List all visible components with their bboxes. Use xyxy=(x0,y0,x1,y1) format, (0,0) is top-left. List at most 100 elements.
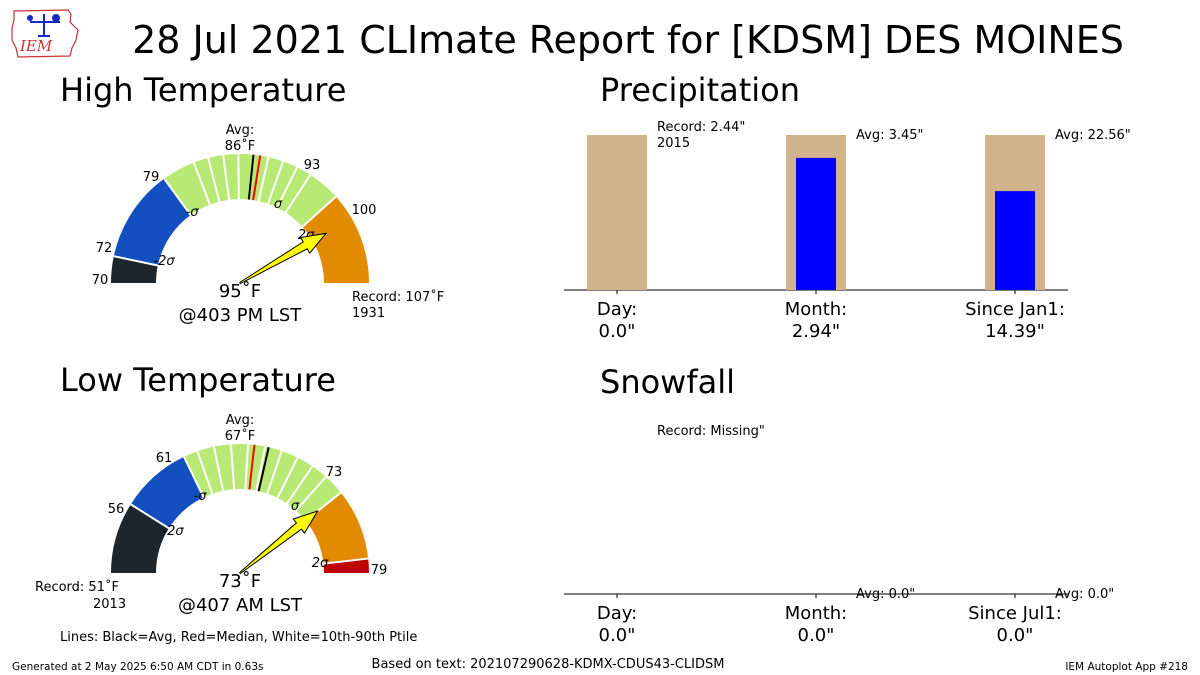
source-text: Based on text: 202107290628-KDMX-CDUS43-… xyxy=(372,657,725,672)
category-label: Month: xyxy=(785,603,847,624)
sigma-separator xyxy=(130,503,170,530)
category-label: Day: xyxy=(597,603,637,624)
high-temp-avg-value: 86˚F xyxy=(225,138,256,154)
category-label: Since Jul1: xyxy=(968,603,1062,624)
value-label: 0.0" xyxy=(599,321,636,342)
gauge-sigma-label: σ xyxy=(274,197,283,212)
high-temp-avg-label: Avg: xyxy=(226,123,254,138)
gauge-band-1 xyxy=(113,178,191,266)
gauge-tick-label: 79 xyxy=(371,563,388,578)
precip-month-annotation: Avg: 3.45" xyxy=(856,128,924,143)
snow-month-annotation: Avg: 0.0" xyxy=(856,587,915,602)
percentile-line xyxy=(192,162,211,205)
iem-logo-text: IEM xyxy=(19,37,53,55)
gauge-band-0 xyxy=(111,504,169,573)
gauge-band-2 xyxy=(184,444,341,521)
median-line xyxy=(248,444,256,490)
sigma-separator xyxy=(301,195,337,228)
snow-season-annotation: Avg: 0.0" xyxy=(1055,587,1114,602)
gauge-tick-label: 93 xyxy=(304,158,321,173)
app-label: IEM Autoplot App #218 xyxy=(1065,661,1188,673)
gauge-tick-label: 72 xyxy=(96,241,113,256)
generated-note: Generated at 2 May 2025 6:50 AM CDT in 0… xyxy=(12,661,263,673)
percentile-line xyxy=(295,476,327,512)
gauge-tick-label: 73 xyxy=(326,465,343,480)
gauge-sigma-label: 2σ xyxy=(312,556,329,571)
snow-day-annotation: Record: Missing" xyxy=(657,424,765,439)
percentile-line xyxy=(267,161,285,205)
category-label: Month: xyxy=(785,299,847,320)
reference-bar xyxy=(587,135,647,290)
high-temp-record: Record: 107˚F xyxy=(352,289,444,305)
low-temp-record-year: 2013 xyxy=(93,597,126,612)
avg-line xyxy=(247,154,255,200)
percentile-line xyxy=(237,153,240,200)
percentile-line xyxy=(229,444,236,490)
gauge-band-3 xyxy=(302,196,369,283)
precip-day-annotation: Record: 2.44" xyxy=(657,120,745,135)
sigma-separator xyxy=(183,456,205,498)
low-temp-record: Record: 51˚F xyxy=(35,579,119,595)
value-label: 14.39" xyxy=(985,321,1045,342)
precip-title: Precipitation xyxy=(600,71,800,109)
snow-bar-chart: Day:0.0"Month:0.0"Since Jul1:0.0"Record:… xyxy=(564,424,1114,646)
sigma-separator xyxy=(113,255,159,267)
low-temp-gauge: 56 61 73 79 -2σ -σ σ 2σ xyxy=(108,444,388,578)
gauge-tick-label: 100 xyxy=(352,203,377,218)
page-title: 28 Jul 2021 CLImate Report for [KDSM] DE… xyxy=(132,18,1124,62)
percentile-line xyxy=(196,450,214,495)
gauge-band-4 xyxy=(323,558,369,573)
low-temp-avg-label: Avg: xyxy=(226,413,254,428)
observed-arrow xyxy=(239,232,328,285)
gauge-tick-label: 56 xyxy=(108,502,125,517)
percentile-line xyxy=(207,157,221,202)
percentile-line xyxy=(276,457,299,499)
gauge-tick-label: 79 xyxy=(143,170,160,185)
gauge-band-3 xyxy=(305,492,369,564)
percentile-line xyxy=(284,174,312,214)
gauge-sigma-label: -2σ xyxy=(162,524,184,539)
gauge-sigma-label: -σ xyxy=(186,205,200,220)
high-temp-value: 95˚F xyxy=(219,281,261,302)
value-label: 0.0" xyxy=(798,625,835,646)
precip-bar-chart: Day:0.0" Month:2.94" Since Jan1:14.39" Reco… xyxy=(564,120,1131,342)
gauge-tick-label: 70 xyxy=(92,273,109,288)
category-label: Since Jan1: xyxy=(965,299,1065,320)
percentile-line xyxy=(257,156,270,202)
weather-station-icon xyxy=(27,14,60,37)
observed-bar xyxy=(995,191,1035,290)
observed-arrow xyxy=(238,510,319,575)
value-label: 0.0" xyxy=(599,625,636,646)
gauge-sigma-label: -2σ xyxy=(153,254,175,269)
percentile-line xyxy=(286,465,314,505)
value-label: 2.94" xyxy=(792,321,840,342)
lines-legend: Lines: Black=Avg, Red=Median, White=10th… xyxy=(60,630,417,645)
high-temp-record-year: 1931 xyxy=(352,306,385,321)
low-temp-title: Low Temperature xyxy=(60,361,336,399)
sigma-separator xyxy=(163,178,192,216)
observed-bar xyxy=(796,157,836,290)
percentile-line xyxy=(222,154,231,200)
median-line xyxy=(252,155,262,201)
gauge-tick-label: 61 xyxy=(156,451,173,466)
percentile-line xyxy=(266,450,283,494)
low-temp-time: @407 AM LST xyxy=(178,595,303,616)
gauge-band-1 xyxy=(130,456,204,529)
precip-record-year: 2015 xyxy=(657,136,690,151)
avg-line xyxy=(257,447,270,492)
gauge-sigma-label: -σ xyxy=(194,489,208,504)
high-temp-title: High Temperature xyxy=(60,71,346,109)
low-temp-avg-value: 67˚F xyxy=(225,428,256,444)
iem-logo: IEM xyxy=(11,9,79,58)
precip-year-annotation: Avg: 22.56" xyxy=(1055,128,1131,143)
category-label: Day: xyxy=(597,299,637,320)
high-temp-time: @403 PM LST xyxy=(179,305,303,326)
sigma-separator xyxy=(323,557,369,565)
gauge-band-0 xyxy=(111,256,158,283)
percentile-line xyxy=(276,166,298,209)
gauge-sigma-label: σ xyxy=(291,499,300,514)
percentile-line xyxy=(212,446,225,491)
percentile-line xyxy=(244,444,250,490)
